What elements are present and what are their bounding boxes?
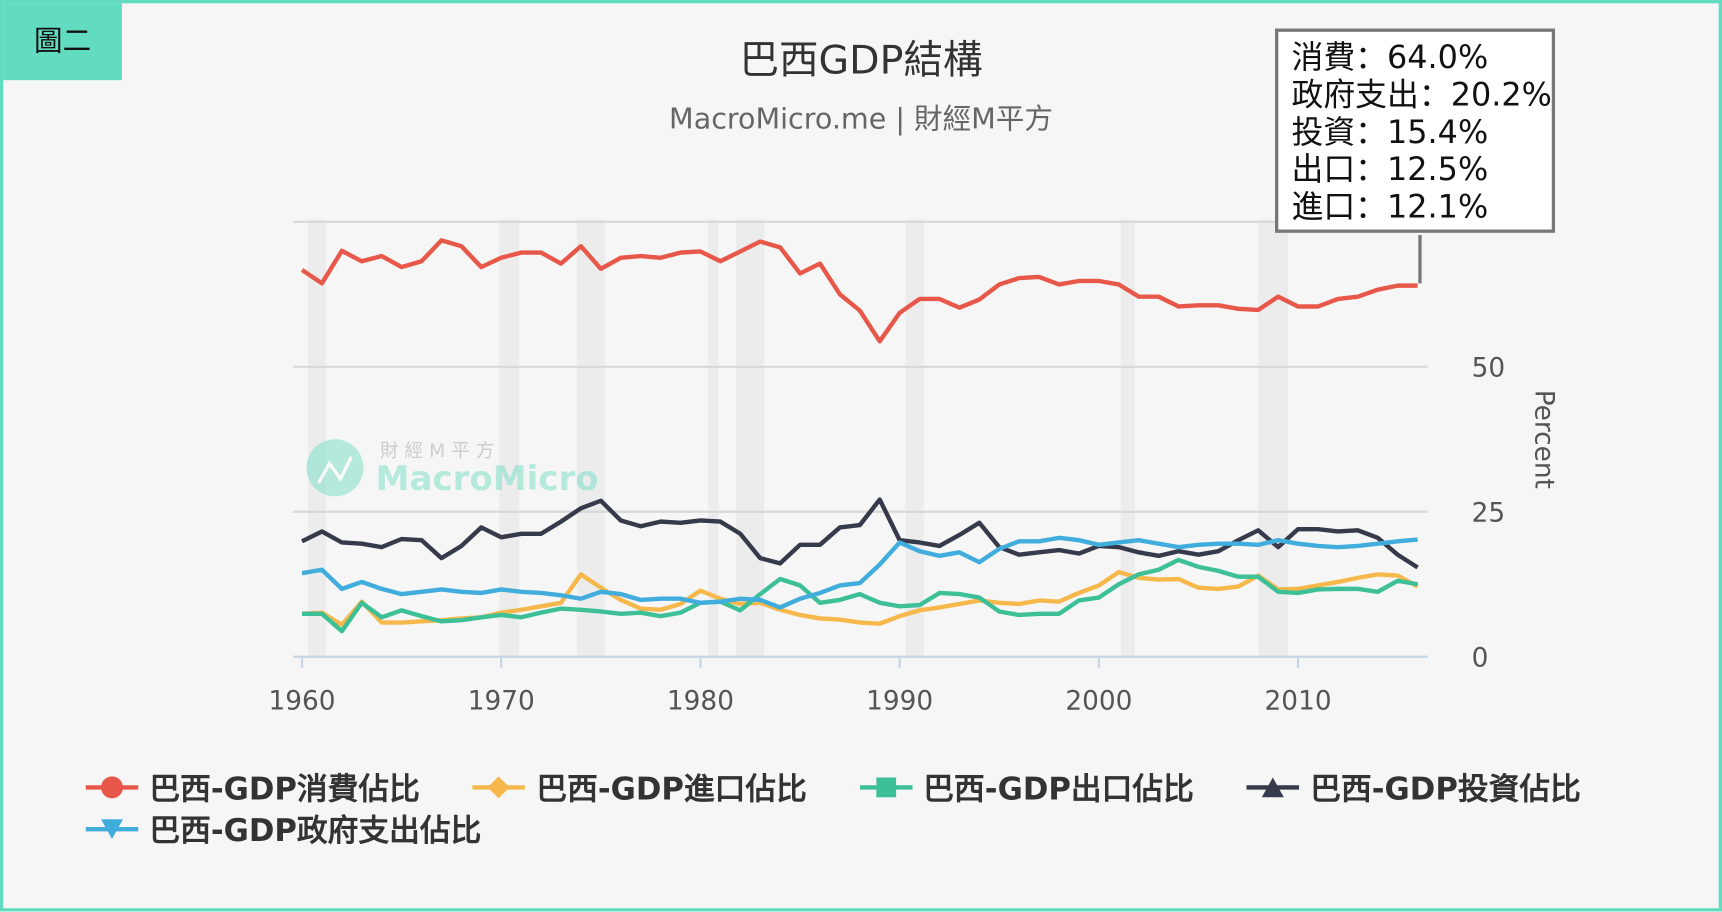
recession-band: [499, 219, 520, 657]
circle-marker-icon: [85, 774, 139, 800]
tooltip-line: 投資：15.4%: [1291, 113, 1489, 151]
legend-item[interactable]: 巴西-GDP政府支出佔比: [85, 808, 482, 850]
legend-label: 巴西-GDP投資佔比: [1310, 770, 1581, 808]
series-line: [301, 535, 1418, 610]
legend-label: 巴西-GDP進口佔比: [536, 770, 807, 808]
legend-item[interactable]: 巴西-GDP消費佔比: [85, 767, 420, 809]
legend-item[interactable]: 巴西-GDP投資佔比: [1246, 767, 1581, 809]
watermark-text-cn: 財 經 M 平 方: [380, 441, 494, 462]
recession-band: [708, 219, 719, 657]
tooltip-line: 進口：12.1%: [1291, 187, 1489, 226]
x-tick-label: 2010: [1265, 686, 1332, 716]
figure-badge: 圖二: [3, 3, 122, 81]
square-marker-icon: [859, 774, 913, 800]
tooltip-line: 政府支出：20.2%: [1291, 75, 1552, 114]
chart-title: 巴西GDP結構: [739, 38, 983, 84]
legend: 巴西-GDP消費佔比 巴西-GDP進口佔比 巴西-GDP出口佔比 巴西-GDP投資佔比…: [85, 767, 1689, 850]
chart-subtitle: MacroMicro.me | 財經M平方: [669, 103, 1053, 137]
legend-label: 巴西-GDP出口佔比: [923, 770, 1194, 808]
macromicro-watermark: 財 經 M 平 方 MacroMicro: [306, 439, 599, 499]
series-line: [301, 497, 1419, 570]
x-tick-label: 2000: [1065, 686, 1132, 716]
y-tick-label: 25: [1472, 499, 1506, 529]
diamond-marker-icon: [472, 774, 526, 800]
plot-area: 財 經 M 平 方 MacroMicro 0 25 50 1960 1970 1980 19…: [268, 219, 1558, 716]
triangle-marker-icon: [1246, 774, 1300, 800]
y-axis-title: Percent: [1528, 390, 1558, 489]
watermark-logo-icon: [306, 439, 364, 497]
watermark-text-en: MacroMicro: [376, 459, 599, 499]
recession-band: [905, 219, 924, 657]
x-tick-label: 1970: [468, 686, 535, 716]
x-tick-label: 1960: [268, 686, 335, 716]
recession-band: [307, 219, 326, 657]
recession-band: [736, 219, 765, 657]
legend-item[interactable]: 巴西-GDP進口佔比: [472, 767, 807, 809]
triangle-down-marker-icon: [85, 816, 139, 842]
y-tick-label: 0: [1472, 644, 1489, 674]
tooltip: 消費：64.0% 政府支出：20.2% 投資：15.4% 出口：12.5% 進口…: [1275, 28, 1556, 233]
series-line: [302, 557, 1418, 634]
legend-label: 巴西-GDP消費佔比: [149, 770, 420, 808]
legend-item[interactable]: 巴西-GDP出口佔比: [859, 767, 1194, 809]
legend-label: 巴西-GDP政府支出佔比: [149, 812, 482, 849]
y-tick-label: 50: [1472, 354, 1506, 384]
recession-band: [576, 219, 605, 657]
series-line: [300, 238, 1418, 344]
tooltip-line: 消費：64.0%: [1291, 38, 1489, 76]
tooltip-line: 出口：12.5%: [1291, 150, 1489, 188]
x-tick-label: 1990: [866, 686, 933, 716]
x-tick-label: 1980: [667, 686, 734, 716]
